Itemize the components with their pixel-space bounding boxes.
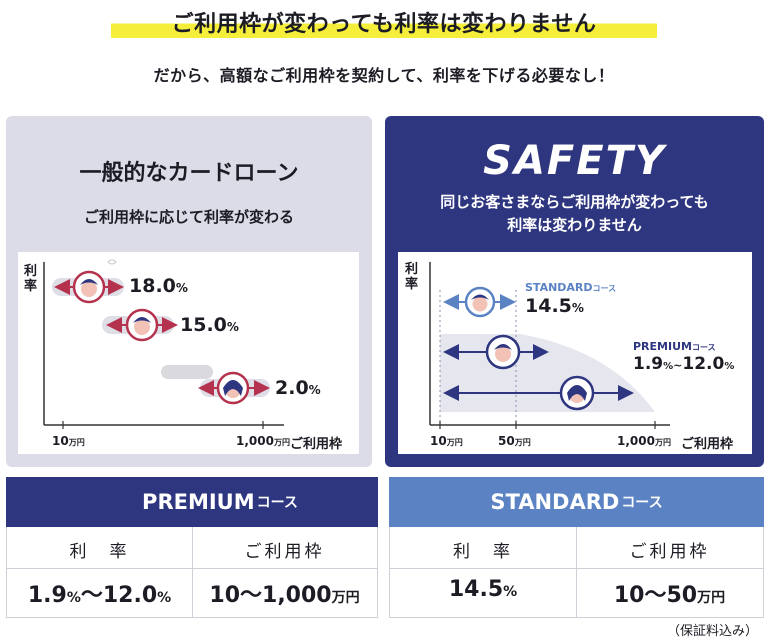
person-arrow-18	[54, 259, 124, 304]
premium-course-label: PREMIUMコース	[633, 340, 716, 353]
general-card-loan-title: 一般的なカードローン	[79, 161, 299, 186]
premium-person-arrow-2	[443, 375, 634, 411]
safety-y-axis-label: 利率	[405, 262, 419, 292]
rate-band-gap	[161, 365, 213, 379]
standard-course-title: STANDARD	[490, 490, 620, 514]
premium-rate-value: 1.9%～12.0%	[27, 583, 172, 608]
standard-course-suffix: コース	[621, 495, 663, 511]
standard-course-label: STANDARDコース	[525, 281, 617, 294]
standard-rate: 14.5%	[525, 295, 584, 317]
premium-course-title: PREMIUM	[142, 490, 255, 514]
standard-course-table: 利 率 ご利用枠 14.5% 10～50万円	[389, 527, 764, 618]
general-rate-2: 2.0%	[275, 377, 321, 399]
premium-course-header: PREMIUM コース	[6, 477, 378, 527]
premium-course-table: 利 率 ご利用枠 1.9%～12.0% 10～1,000万円	[6, 527, 378, 618]
general-x-axis-label: ご利用枠	[290, 437, 343, 452]
standard-person-arrow	[443, 286, 516, 318]
safety-brand-title: SAFETY	[483, 138, 666, 184]
standard-limit-header: ご利用枠	[629, 542, 710, 562]
general-card-loan-subtitle: ご利用枠に応じて利率が変わる	[83, 208, 294, 226]
premium-course-suffix: コース	[256, 495, 298, 511]
general-x-tick-1000: 1,000万円	[236, 434, 290, 448]
standard-rate-value: 14.5%	[448, 577, 518, 602]
subheadline: だから、高額なご利用枠を契約して、利率を下げる必要なし！	[153, 66, 615, 85]
standard-limit-value: 10～50万円	[613, 583, 726, 608]
guarantee-fee-note: （保証料込み）	[666, 624, 758, 639]
safety-x-tick-50: 50万円	[498, 434, 531, 448]
general-rate-15: 15.0%	[180, 314, 239, 336]
safety-x-tick-1000: 1,000万円	[617, 434, 671, 448]
person-arrow-2	[198, 371, 270, 405]
premium-range-area	[440, 334, 655, 412]
safety-chart-axes	[429, 262, 670, 429]
premium-person-arrow-1	[443, 334, 549, 370]
standard-rate-header: 利 率	[453, 542, 513, 562]
premium-rate-range: 1.9%~12.0%	[633, 354, 735, 374]
premium-rate-header: 利 率	[69, 542, 130, 562]
headline: ご利用枠が変わっても利率は変わりません	[111, 6, 657, 38]
standard-course-header: STANDARD コース	[389, 477, 764, 527]
safety-x-tick-10: 10万円	[430, 434, 463, 448]
headline-text: ご利用枠が変わっても利率は変わりません	[171, 12, 597, 37]
general-rate-18: 18.0%	[129, 275, 188, 297]
general-y-axis-label: 利率	[24, 264, 38, 294]
general-x-tick-10: 10万円	[52, 434, 85, 448]
premium-limit-header: ご利用枠	[244, 542, 325, 562]
person-arrow-15	[106, 308, 178, 342]
safety-subtitle: 同じお客さまならご利用枠が変わっても 利率は変わりません	[440, 193, 709, 234]
premium-limit-value: 10～1,000万円	[209, 583, 360, 608]
general-chart-axes	[43, 262, 284, 429]
safety-x-axis-label: ご利用枠	[681, 437, 734, 452]
